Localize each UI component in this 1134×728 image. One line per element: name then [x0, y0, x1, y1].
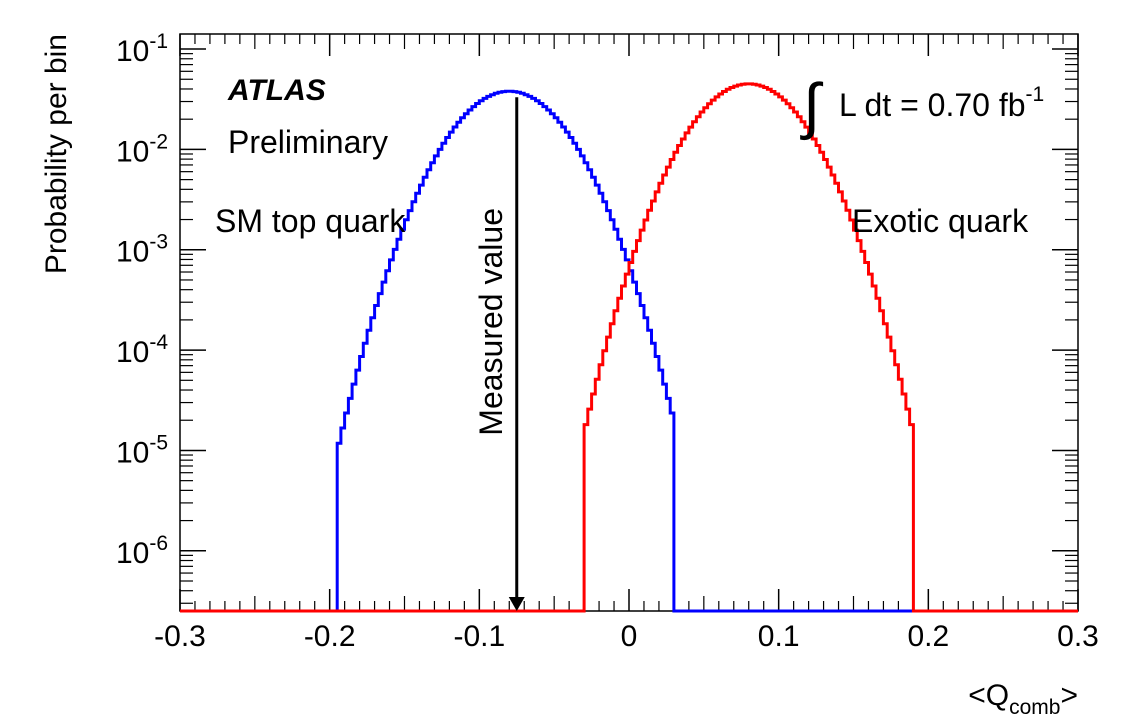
y-tick-label: 10-4 — [116, 331, 168, 369]
x-tick-label: 0.1 — [758, 620, 800, 653]
x-tick-label: 0 — [621, 620, 638, 653]
arrow-head-icon — [508, 597, 525, 611]
exotic-quark-label: Exotic quark — [852, 203, 1029, 239]
x-axis-title: <Qcomb> — [968, 679, 1078, 719]
y-tick-label: 10-2 — [116, 130, 168, 168]
luminosity-label: L dt = 0.70 fb-1 — [839, 83, 1044, 123]
x-tick-label: 0.2 — [907, 620, 949, 653]
x-axis-title-sub: comb — [1009, 696, 1060, 719]
measured-value-arrow — [508, 97, 525, 611]
x-tick-label: 0.3 — [1057, 620, 1099, 653]
integral-sign-icon: ∫ — [800, 72, 824, 141]
status-label: Preliminary — [228, 124, 388, 160]
distribution-curves — [180, 82, 1078, 613]
x-tick-label: -0.1 — [453, 620, 505, 653]
measured-value-label: Measured value — [473, 208, 509, 436]
x-axis-title-main: <Q — [968, 679, 1009, 712]
sm-top-quark-label: SM top quark — [215, 203, 406, 239]
x-tick-label: -0.2 — [304, 620, 356, 653]
luminosity-text: L dt = 0.70 fb — [839, 87, 1026, 123]
y-tick-label: 10-6 — [116, 532, 168, 570]
exotic-quark-curve — [180, 82, 1078, 613]
x-tick-label: -0.3 — [154, 620, 206, 653]
sm-top-quark-curve — [180, 89, 1078, 613]
y-tick-label: 10-1 — [116, 30, 168, 68]
luminosity-exponent: -1 — [1026, 83, 1045, 106]
y-axis-title: Probability per bin — [40, 34, 73, 274]
y-tick-label: 10-3 — [116, 231, 168, 269]
y-tick-label: 10-5 — [116, 431, 168, 469]
x-axis-title-close: > — [1060, 679, 1078, 712]
experiment-label: ATLAS — [227, 74, 326, 107]
axis-ticks: -0.3 -0.2 -0.1 0 0.1 0.2 0.3 10-1 10-2 10-3 10-4 10… — [116, 30, 1099, 653]
